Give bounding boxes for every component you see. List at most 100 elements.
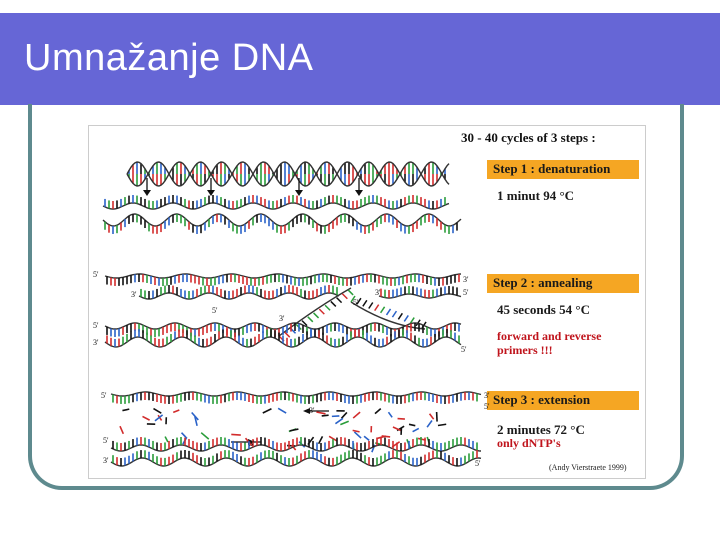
anneal-strand-1 (104, 273, 462, 279)
dntp (408, 423, 416, 427)
strand-end-5-c: 5' (463, 288, 469, 297)
dntp (289, 428, 299, 432)
strand-end-5-j: 5' (475, 459, 481, 468)
pcr-diagram: 30 - 40 cycles of 3 steps : Step 1 : den… (88, 125, 646, 479)
strand-end-3-i: 3' (249, 439, 255, 448)
title-underline (0, 105, 636, 108)
dntp (374, 407, 382, 415)
primer-base (318, 308, 325, 315)
strand-end-5-h: 5' (484, 402, 490, 411)
step-2-box: Step 2 : annealing (487, 274, 639, 293)
strand-end-3-a: 3' (131, 290, 137, 299)
anneal-strand-3 (378, 293, 462, 299)
primer-base (391, 310, 398, 318)
strand-end-5-a: 5' (93, 270, 99, 279)
dntp (412, 427, 420, 433)
dntp (191, 411, 199, 421)
dntp (194, 416, 198, 427)
helix-strand (126, 161, 450, 187)
dntp (340, 411, 348, 419)
figure-credit: (Andy Vierstraete 1999) (549, 463, 627, 472)
step-3-note: only dNTP's (497, 436, 561, 450)
dntp (428, 413, 435, 420)
primer-base (409, 317, 415, 325)
primer-base (341, 293, 348, 300)
strand-end-5-e: 5' (93, 321, 99, 330)
primer-base (313, 312, 320, 319)
strand-end-5-b: 5' (212, 306, 218, 315)
step-1-box: Step 1 : denaturation (487, 160, 639, 179)
step-1-condition: 1 minut 94 °C (497, 188, 575, 203)
dntp (200, 432, 210, 440)
primer-base (385, 308, 392, 316)
extension-strand-bottom (110, 457, 482, 467)
primer-base (368, 302, 374, 309)
primer-base (362, 299, 368, 307)
primer-base (397, 312, 403, 320)
extension-strand-mid (110, 444, 482, 452)
dntp (387, 411, 393, 418)
strand-end-5-g: 5' (101, 391, 107, 400)
primer-reverse (350, 301, 426, 330)
strand-end-3-f: 3' (279, 314, 285, 323)
primer-base (403, 315, 409, 322)
strand-end-3-c: 3' (375, 288, 381, 297)
dntp (437, 423, 447, 427)
dntp (317, 436, 324, 445)
strand-end-3-h: 3' (309, 406, 315, 415)
denature-arrow-3-head (295, 190, 303, 196)
anneal-strand-4 (104, 322, 462, 330)
step-2-label: Step 2 : annealing (493, 275, 593, 290)
step-2-note-line-2: primers !!! (497, 343, 553, 357)
primer-base (330, 300, 337, 307)
strand-end-3-g: 3' (484, 391, 490, 400)
primer-base (284, 331, 291, 338)
primer-base (301, 320, 308, 327)
primer-base (379, 306, 386, 314)
step-2-note-line-1: forward and reverse (497, 329, 602, 343)
step-3-box: Step 3 : extension (487, 391, 639, 410)
dntp (352, 429, 360, 433)
dntp (328, 435, 338, 442)
dntp (353, 431, 362, 439)
primer-base (347, 289, 354, 296)
dntp (180, 432, 187, 438)
dntp (340, 420, 349, 426)
separated-strand-bottom (102, 213, 462, 227)
primer-base (356, 297, 362, 305)
dntp (392, 426, 403, 432)
dntp (262, 408, 272, 414)
step-2-condition: 45 seconds 54 °C (497, 302, 590, 317)
dntp (154, 414, 164, 422)
dntp (321, 414, 329, 417)
dntp (153, 407, 162, 414)
strand-end-3-e: 3' (93, 338, 99, 347)
denature-arrow-2-head (207, 190, 215, 196)
strand-end-5-i: 5' (103, 436, 109, 445)
primer-base (336, 297, 343, 304)
primer-base (374, 304, 380, 312)
step-3-label: Step 3 : extension (493, 392, 591, 407)
dntp (334, 417, 344, 425)
primer-base (324, 304, 331, 311)
helix-strand (126, 161, 450, 187)
content-frame (28, 104, 684, 490)
dntp (363, 435, 370, 442)
primer-base (307, 316, 314, 323)
step-1-label: Step 1 : denaturation (493, 161, 611, 176)
dntp (122, 408, 130, 412)
dntp (172, 409, 180, 414)
extension-arrow-1-head (303, 408, 310, 414)
primer-base (350, 295, 356, 303)
denature-arrow-1-head (143, 190, 151, 196)
denature-arrow-4-head (355, 190, 363, 196)
dntp (316, 411, 326, 415)
strand-end-3-j: 3' (103, 456, 109, 465)
cycles-header: 30 - 40 cycles of 3 steps : (461, 130, 596, 145)
slide-title: Umnažanje DNA (24, 37, 314, 79)
strand-end-5-d: 5' (353, 298, 359, 307)
dntp (164, 436, 169, 443)
separated-strand-top (102, 202, 450, 210)
dna-strands-drawing (102, 161, 482, 467)
dntp (277, 407, 287, 414)
